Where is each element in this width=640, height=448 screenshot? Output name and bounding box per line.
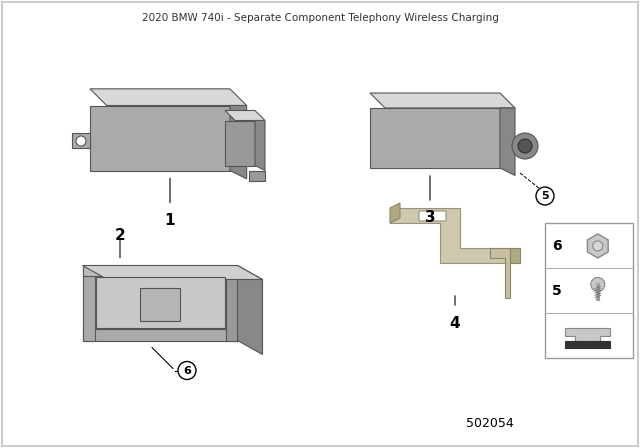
Circle shape	[518, 139, 532, 153]
Polygon shape	[83, 328, 237, 340]
Circle shape	[536, 187, 554, 205]
Polygon shape	[390, 203, 400, 223]
Bar	[545, 223, 633, 358]
Polygon shape	[255, 121, 265, 171]
Text: 3: 3	[425, 210, 435, 225]
Text: 6: 6	[183, 366, 191, 375]
Circle shape	[178, 362, 196, 379]
Circle shape	[591, 277, 605, 292]
FancyBboxPatch shape	[419, 211, 446, 221]
Text: 502054: 502054	[466, 417, 514, 430]
Circle shape	[76, 136, 86, 146]
Polygon shape	[90, 105, 230, 171]
Text: 4: 4	[450, 316, 460, 331]
Polygon shape	[95, 276, 225, 327]
Polygon shape	[72, 133, 90, 148]
Polygon shape	[370, 93, 515, 108]
Polygon shape	[90, 89, 246, 105]
Polygon shape	[83, 266, 237, 276]
Circle shape	[512, 133, 538, 159]
Text: 5: 5	[552, 284, 562, 297]
Polygon shape	[588, 234, 608, 258]
Polygon shape	[225, 121, 255, 165]
Text: 2020 BMW 740i - Separate Component Telephony Wireless Charging: 2020 BMW 740i - Separate Component Telep…	[141, 13, 499, 23]
Polygon shape	[490, 248, 510, 298]
Polygon shape	[237, 266, 262, 354]
Polygon shape	[500, 108, 515, 176]
Polygon shape	[249, 171, 265, 181]
Polygon shape	[225, 266, 237, 340]
Polygon shape	[140, 288, 180, 321]
Polygon shape	[83, 266, 262, 280]
Polygon shape	[230, 105, 246, 179]
Polygon shape	[565, 328, 610, 341]
Polygon shape	[510, 248, 520, 263]
Text: 5: 5	[541, 191, 549, 201]
Text: 6: 6	[552, 239, 562, 253]
Polygon shape	[565, 341, 610, 349]
Text: 1: 1	[164, 212, 175, 228]
Polygon shape	[225, 111, 265, 121]
Circle shape	[593, 241, 603, 251]
Polygon shape	[370, 108, 500, 168]
Polygon shape	[390, 208, 510, 263]
Text: 2: 2	[115, 228, 125, 242]
Polygon shape	[83, 266, 95, 340]
